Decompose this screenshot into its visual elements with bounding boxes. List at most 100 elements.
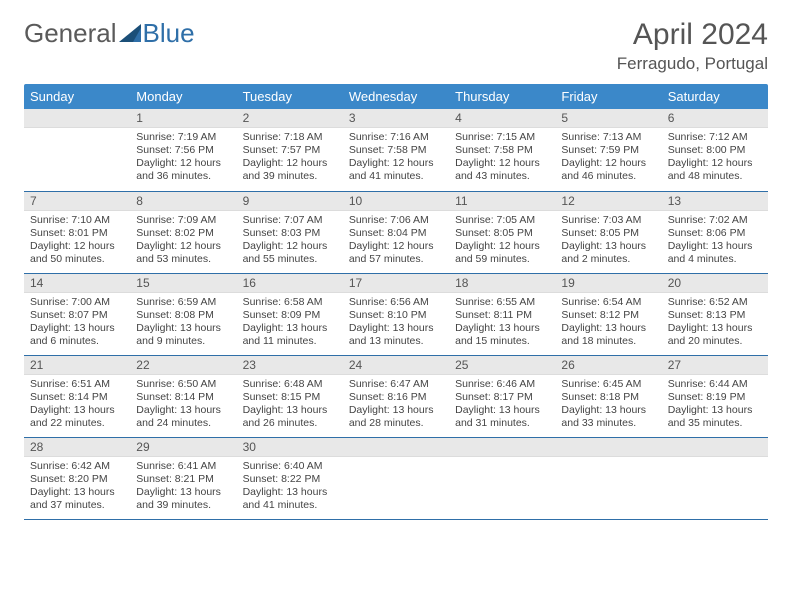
calendar-day-cell: 9Sunrise: 7:07 AMSunset: 8:03 PMDaylight…: [237, 191, 343, 273]
day-number: 8: [130, 192, 236, 211]
calendar-week-row: 7Sunrise: 7:10 AMSunset: 8:01 PMDaylight…: [24, 191, 768, 273]
logo-icon: [119, 18, 141, 49]
day-number: 6: [662, 109, 768, 128]
location: Ferragudo, Portugal: [617, 54, 768, 74]
calendar-day-cell: 6Sunrise: 7:12 AMSunset: 8:00 PMDaylight…: [662, 109, 768, 191]
day-number: 25: [449, 356, 555, 375]
day-details: [449, 457, 555, 464]
day-number: [555, 438, 661, 457]
day-details: Sunrise: 6:50 AMSunset: 8:14 PMDaylight:…: [130, 375, 236, 435]
day-number: 5: [555, 109, 661, 128]
calendar-week-row: 1Sunrise: 7:19 AMSunset: 7:56 PMDaylight…: [24, 109, 768, 191]
day-details: Sunrise: 7:03 AMSunset: 8:05 PMDaylight:…: [555, 211, 661, 271]
calendar-day-cell: [555, 437, 661, 519]
day-number: 30: [237, 438, 343, 457]
day-details: Sunrise: 7:12 AMSunset: 8:00 PMDaylight:…: [662, 128, 768, 188]
day-number: 19: [555, 274, 661, 293]
day-details: Sunrise: 6:41 AMSunset: 8:21 PMDaylight:…: [130, 457, 236, 517]
day-number: 18: [449, 274, 555, 293]
day-number: 13: [662, 192, 768, 211]
weekday-header: Thursday: [449, 84, 555, 109]
calendar-day-cell: 23Sunrise: 6:48 AMSunset: 8:15 PMDayligh…: [237, 355, 343, 437]
day-details: Sunrise: 7:07 AMSunset: 8:03 PMDaylight:…: [237, 211, 343, 271]
day-details: Sunrise: 7:13 AMSunset: 7:59 PMDaylight:…: [555, 128, 661, 188]
day-number: 29: [130, 438, 236, 457]
day-number: 24: [343, 356, 449, 375]
calendar-day-cell: 7Sunrise: 7:10 AMSunset: 8:01 PMDaylight…: [24, 191, 130, 273]
day-details: Sunrise: 7:02 AMSunset: 8:06 PMDaylight:…: [662, 211, 768, 271]
day-number: 2: [237, 109, 343, 128]
day-details: Sunrise: 6:52 AMSunset: 8:13 PMDaylight:…: [662, 293, 768, 353]
calendar-day-cell: 4Sunrise: 7:15 AMSunset: 7:58 PMDaylight…: [449, 109, 555, 191]
calendar-day-cell: 8Sunrise: 7:09 AMSunset: 8:02 PMDaylight…: [130, 191, 236, 273]
day-details: Sunrise: 6:42 AMSunset: 8:20 PMDaylight:…: [24, 457, 130, 517]
day-number: 28: [24, 438, 130, 457]
weekday-header: Sunday: [24, 84, 130, 109]
day-details: Sunrise: 6:59 AMSunset: 8:08 PMDaylight:…: [130, 293, 236, 353]
calendar-day-cell: 28Sunrise: 6:42 AMSunset: 8:20 PMDayligh…: [24, 437, 130, 519]
calendar-day-cell: 12Sunrise: 7:03 AMSunset: 8:05 PMDayligh…: [555, 191, 661, 273]
calendar-day-cell: 17Sunrise: 6:56 AMSunset: 8:10 PMDayligh…: [343, 273, 449, 355]
title-block: April 2024 Ferragudo, Portugal: [617, 18, 768, 74]
day-number: 9: [237, 192, 343, 211]
day-details: Sunrise: 6:55 AMSunset: 8:11 PMDaylight:…: [449, 293, 555, 353]
day-number: [449, 438, 555, 457]
calendar-day-cell: 19Sunrise: 6:54 AMSunset: 8:12 PMDayligh…: [555, 273, 661, 355]
calendar-day-cell: 10Sunrise: 7:06 AMSunset: 8:04 PMDayligh…: [343, 191, 449, 273]
logo: General Blue: [24, 18, 195, 49]
day-details: Sunrise: 6:58 AMSunset: 8:09 PMDaylight:…: [237, 293, 343, 353]
weekday-header: Monday: [130, 84, 236, 109]
calendar-day-cell: 13Sunrise: 7:02 AMSunset: 8:06 PMDayligh…: [662, 191, 768, 273]
day-details: Sunrise: 7:05 AMSunset: 8:05 PMDaylight:…: [449, 211, 555, 271]
day-details: Sunrise: 6:44 AMSunset: 8:19 PMDaylight:…: [662, 375, 768, 435]
calendar-day-cell: [24, 109, 130, 191]
day-details: Sunrise: 7:09 AMSunset: 8:02 PMDaylight:…: [130, 211, 236, 271]
day-details: [662, 457, 768, 464]
calendar-day-cell: 25Sunrise: 6:46 AMSunset: 8:17 PMDayligh…: [449, 355, 555, 437]
calendar-day-cell: 27Sunrise: 6:44 AMSunset: 8:19 PMDayligh…: [662, 355, 768, 437]
weekday-header-row: SundayMondayTuesdayWednesdayThursdayFrid…: [24, 84, 768, 109]
logo-text-general: General: [24, 18, 117, 49]
day-details: Sunrise: 6:51 AMSunset: 8:14 PMDaylight:…: [24, 375, 130, 435]
day-details: Sunrise: 6:40 AMSunset: 8:22 PMDaylight:…: [237, 457, 343, 517]
day-number: 27: [662, 356, 768, 375]
calendar-day-cell: 2Sunrise: 7:18 AMSunset: 7:57 PMDaylight…: [237, 109, 343, 191]
day-number: 4: [449, 109, 555, 128]
calendar-day-cell: [343, 437, 449, 519]
day-number: 12: [555, 192, 661, 211]
calendar-day-cell: 15Sunrise: 6:59 AMSunset: 8:08 PMDayligh…: [130, 273, 236, 355]
weekday-header: Friday: [555, 84, 661, 109]
calendar-day-cell: 22Sunrise: 6:50 AMSunset: 8:14 PMDayligh…: [130, 355, 236, 437]
day-number: 14: [24, 274, 130, 293]
day-details: Sunrise: 7:15 AMSunset: 7:58 PMDaylight:…: [449, 128, 555, 188]
calendar-day-cell: 11Sunrise: 7:05 AMSunset: 8:05 PMDayligh…: [449, 191, 555, 273]
calendar-week-row: 28Sunrise: 6:42 AMSunset: 8:20 PMDayligh…: [24, 437, 768, 519]
day-number: 15: [130, 274, 236, 293]
calendar-week-row: 21Sunrise: 6:51 AMSunset: 8:14 PMDayligh…: [24, 355, 768, 437]
day-details: [555, 457, 661, 464]
day-number: 21: [24, 356, 130, 375]
day-details: Sunrise: 7:06 AMSunset: 8:04 PMDaylight:…: [343, 211, 449, 271]
day-details: Sunrise: 7:18 AMSunset: 7:57 PMDaylight:…: [237, 128, 343, 188]
weekday-header: Wednesday: [343, 84, 449, 109]
day-number: 22: [130, 356, 236, 375]
calendar-body: 1Sunrise: 7:19 AMSunset: 7:56 PMDaylight…: [24, 109, 768, 519]
calendar-day-cell: 14Sunrise: 7:00 AMSunset: 8:07 PMDayligh…: [24, 273, 130, 355]
day-details: Sunrise: 6:48 AMSunset: 8:15 PMDaylight:…: [237, 375, 343, 435]
day-number: 16: [237, 274, 343, 293]
calendar-day-cell: 24Sunrise: 6:47 AMSunset: 8:16 PMDayligh…: [343, 355, 449, 437]
day-number: 11: [449, 192, 555, 211]
day-number: 10: [343, 192, 449, 211]
calendar-day-cell: 29Sunrise: 6:41 AMSunset: 8:21 PMDayligh…: [130, 437, 236, 519]
calendar-day-cell: 20Sunrise: 6:52 AMSunset: 8:13 PMDayligh…: [662, 273, 768, 355]
calendar-day-cell: 5Sunrise: 7:13 AMSunset: 7:59 PMDaylight…: [555, 109, 661, 191]
day-details: Sunrise: 7:10 AMSunset: 8:01 PMDaylight:…: [24, 211, 130, 271]
day-details: Sunrise: 6:56 AMSunset: 8:10 PMDaylight:…: [343, 293, 449, 353]
calendar-day-cell: 18Sunrise: 6:55 AMSunset: 8:11 PMDayligh…: [449, 273, 555, 355]
day-details: Sunrise: 7:19 AMSunset: 7:56 PMDaylight:…: [130, 128, 236, 188]
calendar-day-cell: [449, 437, 555, 519]
day-number: 23: [237, 356, 343, 375]
day-details: Sunrise: 7:00 AMSunset: 8:07 PMDaylight:…: [24, 293, 130, 353]
calendar-day-cell: 1Sunrise: 7:19 AMSunset: 7:56 PMDaylight…: [130, 109, 236, 191]
calendar-day-cell: 21Sunrise: 6:51 AMSunset: 8:14 PMDayligh…: [24, 355, 130, 437]
